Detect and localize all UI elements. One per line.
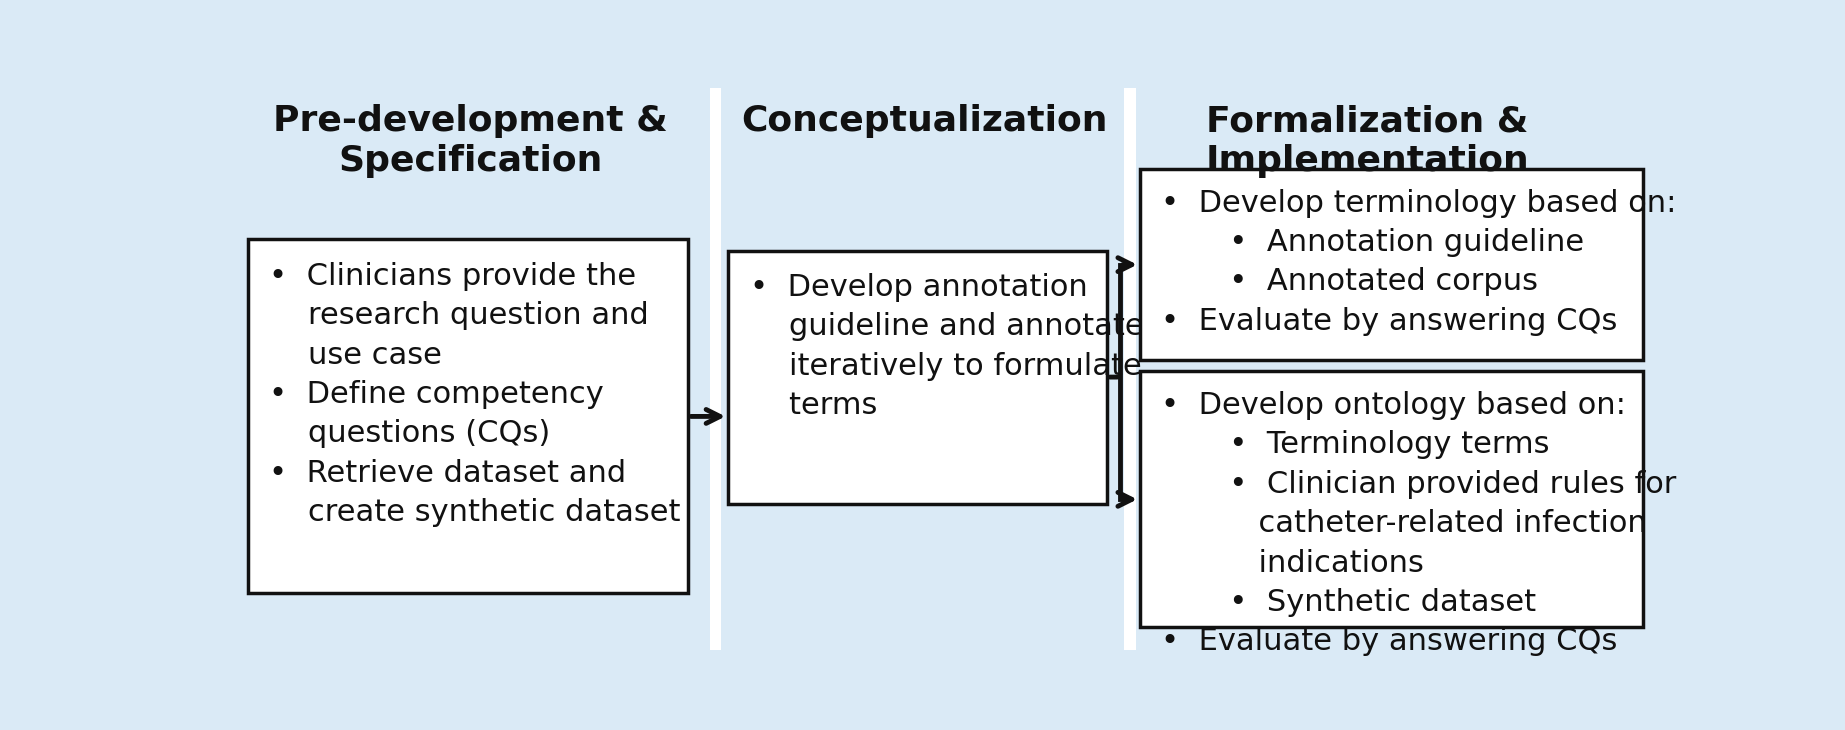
Bar (1124, 88, 1137, 650)
Text: Pre-development &
Specification: Pre-development & Specification (273, 104, 668, 178)
FancyBboxPatch shape (1140, 372, 1644, 627)
Text: •  Develop annotation
    guideline and annotate
    iteratively to formulate
  : • Develop annotation guideline and annot… (749, 273, 1144, 420)
FancyBboxPatch shape (1140, 169, 1644, 360)
Text: •  Develop terminology based on:
       •  Annotation guideline
       •  Annota: • Develop terminology based on: • Annota… (1162, 189, 1677, 336)
Text: •  Clinicians provide the
    research question and
    use case
•  Define compe: • Clinicians provide the research questi… (269, 262, 681, 527)
FancyBboxPatch shape (729, 250, 1107, 504)
FancyBboxPatch shape (247, 239, 688, 593)
Text: Formalization &
Implementation: Formalization & Implementation (1205, 104, 1530, 178)
Text: •  Develop ontology based on:
       •  Terminology terms
       •  Clinician pr: • Develop ontology based on: • Terminolo… (1162, 391, 1677, 656)
Bar (710, 88, 721, 650)
Text: Conceptualization: Conceptualization (742, 104, 1107, 139)
